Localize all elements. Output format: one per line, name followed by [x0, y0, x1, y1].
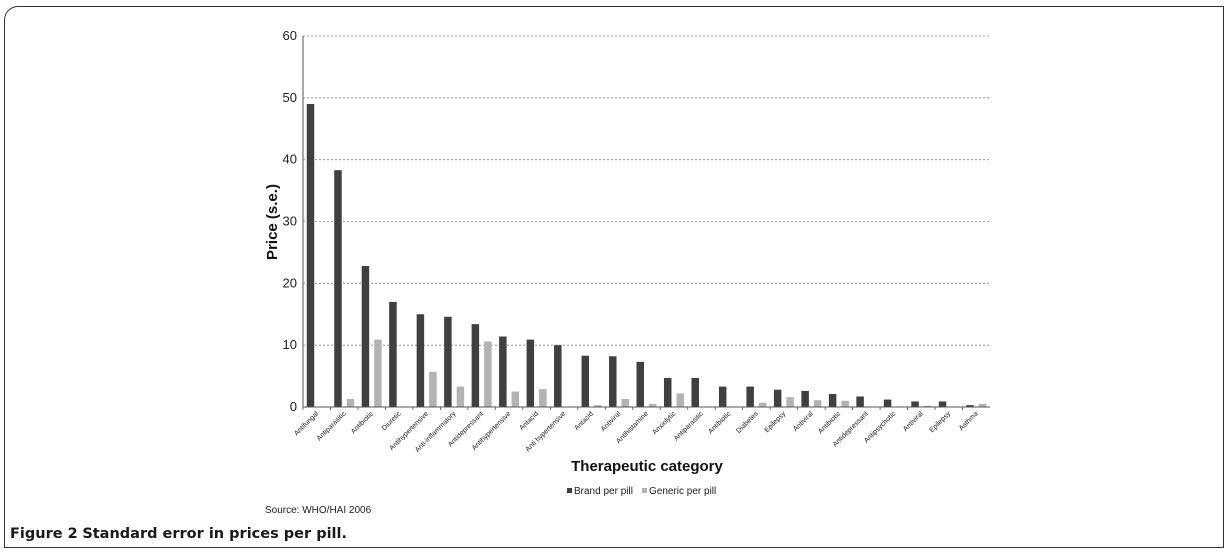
x-tick-label: Anxiolytic — [652, 410, 678, 436]
y-tick-label: 50 — [283, 90, 297, 105]
bar-brand — [856, 396, 864, 407]
bar-generic — [786, 397, 794, 407]
bar-brand — [334, 170, 342, 407]
y-tick-label: 40 — [283, 152, 297, 167]
axes — [302, 36, 990, 410]
legend-label-brand: Brand per pill — [574, 486, 633, 497]
figure-caption-text: Standard error in prices per pill. — [82, 526, 347, 542]
x-tick-label: Antiparasitic — [673, 410, 705, 442]
bar-generic — [594, 405, 602, 407]
bar-generic — [621, 398, 630, 407]
figure-caption: Figure 2 Standard error in prices per pi… — [10, 526, 347, 542]
bar-brand — [416, 314, 425, 407]
bar-brand — [883, 399, 892, 407]
bar-brand — [609, 356, 617, 407]
figure-label: Figure 2 — [10, 526, 78, 542]
x-tick-label: Asthma — [958, 410, 980, 432]
bar-generic — [758, 402, 767, 407]
bar-brand — [966, 405, 974, 407]
x-tick-label: Antibiotic — [350, 410, 375, 435]
bar-generic — [676, 393, 684, 407]
bar-generic — [978, 403, 987, 407]
bar-generic — [456, 386, 465, 407]
bar-generic — [511, 391, 520, 407]
y-tick-labels: 0 10 20 30 40 50 60 — [283, 28, 297, 414]
bar-generic — [374, 339, 382, 407]
bar-brand — [581, 355, 590, 407]
source-note: Source: WHO/HAI 2006 — [265, 505, 372, 516]
bar-brand — [361, 266, 370, 407]
legend-swatch-generic — [642, 488, 647, 493]
x-tick-label: Antacid — [519, 410, 541, 432]
x-tick-label: Diuretic — [381, 410, 403, 432]
legend-label-generic: Generic per pill — [649, 486, 716, 497]
y-axis-title: Price (s.e.) — [264, 184, 281, 260]
bar-brand — [801, 390, 809, 407]
x-axis-title: Therapeutic category — [571, 458, 723, 475]
x-tick-label: Epilepsy — [929, 410, 953, 434]
x-tick-label: Antibiotic — [707, 410, 732, 435]
x-tick-label: Antiviral — [600, 410, 623, 433]
bar-brand — [663, 377, 672, 407]
bar-brand — [746, 386, 754, 407]
bar-generic — [539, 389, 547, 407]
x-tick-label: Antibiotic — [817, 410, 842, 435]
bar-brand — [911, 401, 919, 407]
bar-brand — [828, 394, 837, 407]
bars — [306, 104, 987, 408]
x-tick-label: Antiparasitic — [316, 410, 348, 442]
bar-brand — [718, 386, 727, 407]
legend: Brand per pill Generic per pill — [567, 486, 716, 497]
y-tick-label: 60 — [283, 28, 297, 43]
bar-brand — [554, 345, 562, 407]
bar-generic — [813, 400, 822, 407]
x-tick-label: Antifungal — [293, 410, 320, 437]
figure-frame — [4, 6, 1224, 548]
bar-generic — [923, 405, 932, 407]
bar-generic — [346, 398, 355, 407]
bar-brand — [526, 339, 535, 407]
bar-generic — [841, 400, 849, 407]
x-tick-label: Antiviral — [902, 410, 925, 433]
y-tick-label: 20 — [283, 275, 297, 290]
bar-brand — [691, 377, 699, 407]
bar-brand — [444, 316, 452, 407]
x-tick-label: Epilepsy — [764, 410, 788, 434]
y-tick-label: 10 — [283, 337, 297, 352]
x-tick-label: Antiviral — [792, 410, 815, 433]
y-tick-label: 30 — [283, 214, 297, 229]
bar-generic — [649, 403, 657, 407]
x-tick-label: Antacid — [573, 410, 595, 432]
bar-brand — [471, 324, 480, 407]
bar-brand — [306, 104, 315, 408]
bar-brand — [636, 361, 644, 407]
bar-brand — [773, 389, 782, 407]
grid-lines — [303, 35, 990, 346]
bar-brand — [389, 301, 397, 407]
legend-swatch-brand — [567, 488, 572, 493]
x-tick-label: Diabetes — [735, 410, 760, 435]
bar-brand — [938, 401, 947, 407]
bar-generic — [484, 341, 492, 407]
bar-generic — [429, 371, 437, 407]
y-tick-label: 0 — [290, 399, 297, 414]
bar-brand — [499, 336, 507, 407]
